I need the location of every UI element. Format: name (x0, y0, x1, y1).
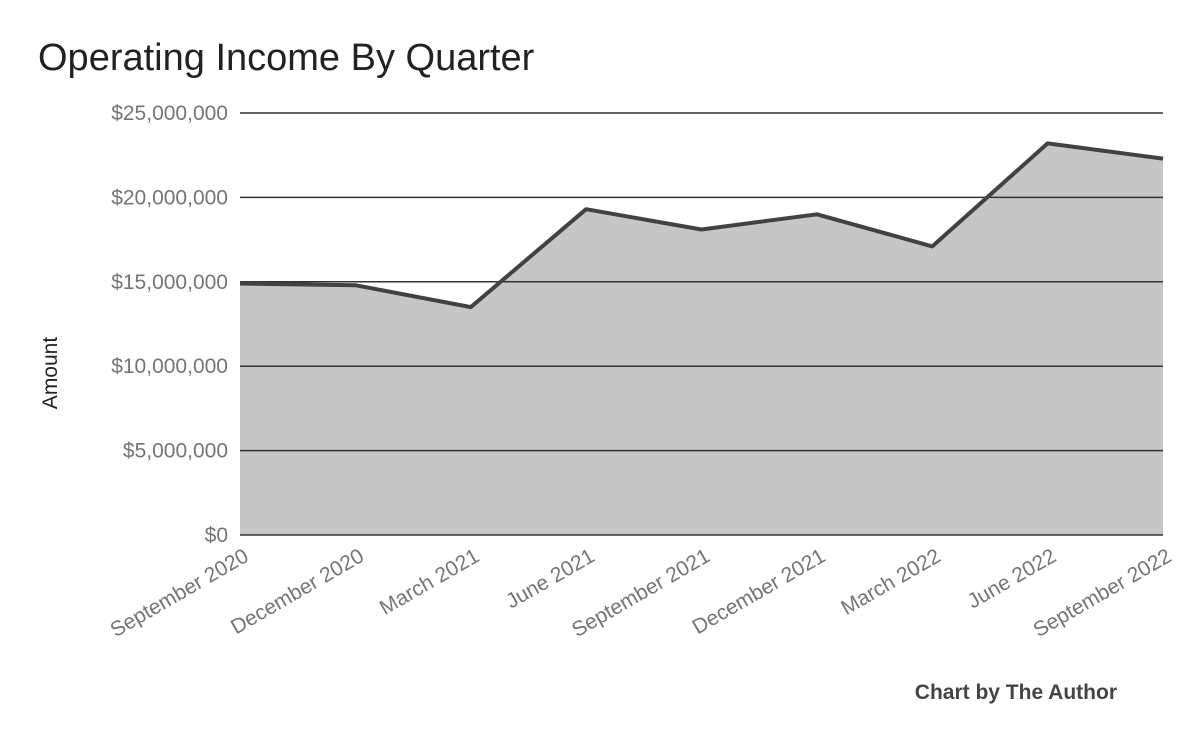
y-tick-label-3: $15,000,000 (111, 271, 228, 294)
series-line (239, 141, 1164, 310)
x-tick-label-6: March 2022 (837, 544, 945, 619)
x-tick-label-3: June 2021 (502, 544, 598, 613)
y-tick-label-1: $5,000,000 (123, 440, 228, 463)
chart-credit: Chart by The Author (915, 681, 1117, 704)
y-tick-label-4: $20,000,000 (111, 186, 228, 209)
x-tick-label-7: June 2022 (964, 544, 1060, 613)
y-tick-label-0: $0 (205, 524, 228, 547)
y-tick-label-2: $10,000,000 (111, 355, 228, 378)
area-fill (240, 143, 1163, 535)
y-axis-ticks: $0 $5,000,000 $10,000,000 $15,000,000 $20,00… (111, 102, 228, 547)
chart-title: Operating Income By Quarter (38, 37, 535, 79)
y-axis-label: Amount (39, 337, 62, 410)
y-tick-label-5: $25,000,000 (111, 102, 228, 125)
area-layer (239, 112, 1164, 536)
x-tick-label-2: March 2021 (376, 544, 484, 619)
